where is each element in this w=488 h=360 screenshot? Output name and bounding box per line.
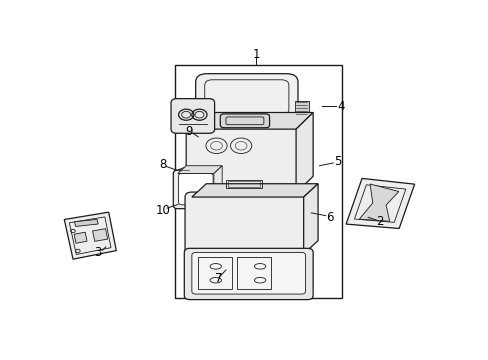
- Polygon shape: [74, 219, 98, 226]
- Polygon shape: [178, 167, 189, 172]
- Polygon shape: [296, 112, 312, 193]
- Text: 3: 3: [94, 246, 102, 259]
- Bar: [225, 180, 262, 188]
- Text: 9: 9: [185, 125, 193, 138]
- Text: 8: 8: [159, 158, 166, 171]
- FancyBboxPatch shape: [178, 174, 213, 205]
- Text: 2: 2: [375, 216, 383, 229]
- FancyBboxPatch shape: [220, 114, 269, 128]
- Polygon shape: [359, 184, 398, 221]
- Polygon shape: [74, 232, 87, 243]
- Bar: [198, 257, 232, 289]
- Polygon shape: [346, 179, 414, 229]
- Polygon shape: [178, 166, 222, 174]
- Text: 1: 1: [252, 48, 260, 61]
- FancyBboxPatch shape: [191, 252, 305, 294]
- Polygon shape: [64, 212, 116, 259]
- Text: 6: 6: [326, 211, 333, 224]
- FancyBboxPatch shape: [173, 170, 218, 209]
- FancyBboxPatch shape: [171, 99, 214, 133]
- Bar: [295, 100, 308, 116]
- Polygon shape: [92, 229, 107, 241]
- FancyBboxPatch shape: [186, 122, 305, 200]
- Polygon shape: [191, 184, 317, 197]
- Polygon shape: [303, 184, 317, 254]
- Bar: [175, 66, 341, 298]
- Text: 7: 7: [214, 272, 222, 285]
- Polygon shape: [213, 166, 222, 205]
- FancyBboxPatch shape: [195, 74, 297, 121]
- Polygon shape: [195, 112, 312, 129]
- Text: 10: 10: [155, 203, 170, 217]
- Text: 5: 5: [333, 156, 341, 168]
- Text: 4: 4: [336, 100, 344, 113]
- FancyBboxPatch shape: [184, 192, 310, 259]
- FancyBboxPatch shape: [184, 248, 312, 300]
- Bar: [237, 257, 271, 289]
- Bar: [227, 181, 260, 186]
